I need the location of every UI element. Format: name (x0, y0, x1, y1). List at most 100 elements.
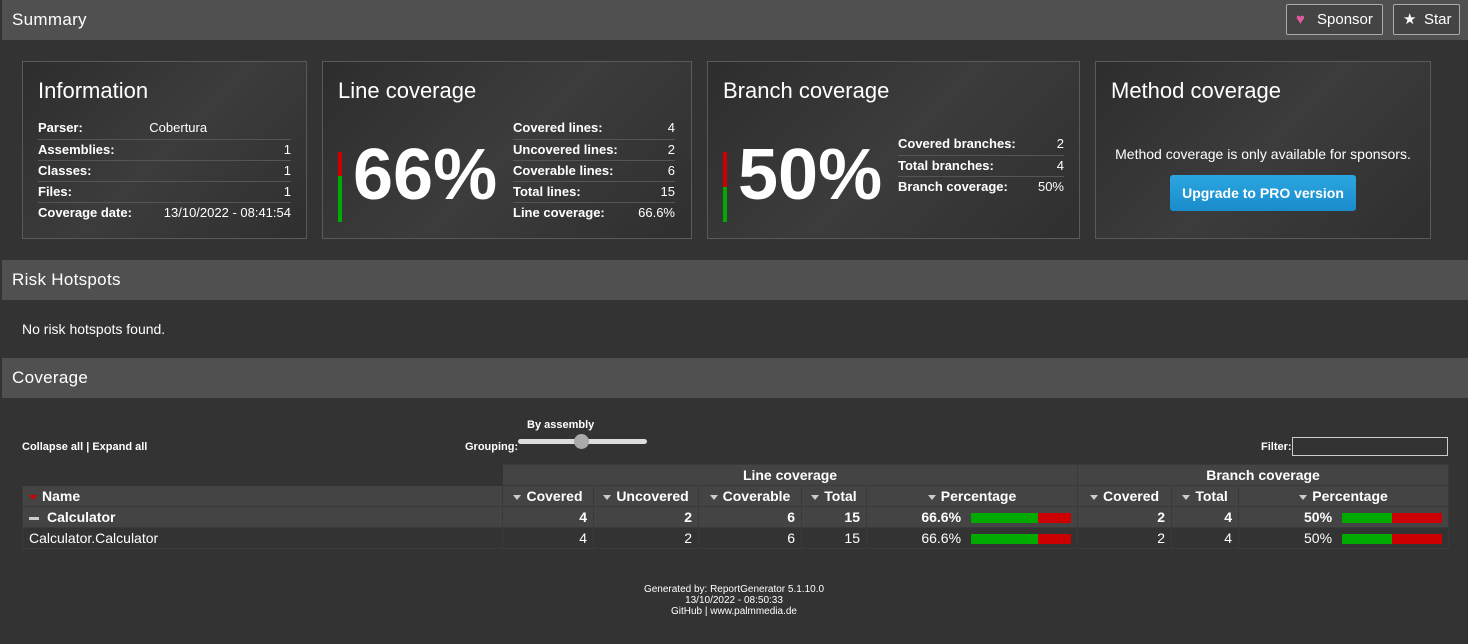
kv-value: 6 (634, 160, 675, 182)
kv-row: Assemblies: 1 (38, 139, 291, 161)
tree-controls: Collapse all | Expand all (22, 441, 147, 453)
column-header[interactable]: Covered (1077, 485, 1173, 507)
column-header[interactable]: Coverable (698, 485, 802, 507)
column-header[interactable]: Covered (502, 485, 594, 507)
kv-label: Parser: (38, 118, 150, 140)
cell: 4 (1171, 527, 1240, 549)
expand-link[interactable]: Expand all (92, 441, 148, 453)
cell: 50% (1238, 506, 1450, 528)
coverage-bar (971, 534, 1072, 545)
filter-input[interactable] (1292, 437, 1448, 456)
risk-text: No risk hotspots found. (22, 321, 166, 337)
kv-row: Coverable lines: 6 (513, 160, 675, 182)
kv-value: 4 (634, 118, 675, 140)
grouping-value: By assembly (527, 419, 595, 431)
kv-row: Branch coverage: 50% (898, 176, 1064, 197)
cell-value: 66.6% (921, 530, 962, 546)
cell: 15 (801, 506, 867, 528)
grouping-slider[interactable] (518, 434, 647, 449)
column-header[interactable]: Total (801, 485, 867, 507)
card-title: Line coverage (338, 78, 477, 103)
coverage-header: Coverage (2, 358, 1468, 398)
collapse-icon[interactable] (29, 516, 39, 520)
cell: 2 (593, 527, 699, 549)
github-link[interactable]: GitHub (670, 606, 703, 617)
kv-row: Covered lines: 4 (513, 118, 675, 140)
section-title: Summary (12, 10, 87, 29)
kv-value: 1 (149, 160, 291, 182)
grouping-label: Grouping: (465, 441, 519, 453)
kv-value: 15 (634, 181, 675, 203)
cell: 66.6% (865, 506, 1079, 528)
star-button[interactable]: ★ Star (1393, 4, 1460, 35)
line-table: Covered lines: 4 Uncovered lines: 2 Coverabl… (513, 118, 675, 223)
line-coverage-card: Line coverage 66% Covered lines: 4 Uncover… (322, 61, 692, 239)
header-label: Total (1195, 488, 1228, 504)
information-card: Information Parser: Cobertura Assemblies: 1… (22, 61, 307, 239)
cell-value: 2 (684, 530, 692, 546)
kv-row: Files: 1 (38, 181, 291, 203)
coverage-table: Line coverage Branch coverage Name Covered U… (22, 464, 1450, 549)
sort-icon (513, 494, 522, 500)
header-label: Percentage (940, 488, 1017, 504)
empty-header (22, 464, 503, 486)
kv-label: Assemblies: (38, 139, 150, 161)
kv-label: Uncovered lines: (513, 139, 635, 161)
section-title: Risk Hotspots (12, 270, 121, 289)
name[interactable]: Calculator.Calculator (29, 530, 159, 546)
separator: | (86, 441, 90, 453)
cell-value: 50% (1304, 509, 1333, 525)
upgrade-button[interactable]: Upgrade to PRO version (1170, 175, 1356, 211)
card-title: Method coverage (1111, 78, 1281, 103)
coverage-gauge (723, 152, 727, 222)
header-label: Percentage (1312, 488, 1388, 504)
kv-value: 2 (634, 139, 675, 161)
column-header[interactable]: Total (1171, 485, 1240, 507)
kv-row: Total lines: 15 (513, 181, 675, 203)
collapse-link[interactable]: Collapse all (22, 441, 84, 453)
header-label: Coverable (722, 488, 791, 504)
header-label: Covered (1103, 488, 1160, 504)
kv-label: Branch coverage: (898, 178, 1008, 194)
column-header[interactable]: Percentage (865, 485, 1079, 507)
cell: Calculator.Calculator (22, 527, 503, 549)
header-label: Name (42, 488, 81, 504)
cell: 4 (502, 506, 594, 528)
kv-label: Total branches: (898, 155, 1036, 177)
kv-value: 50% (1037, 178, 1064, 194)
card-title: Branch coverage (723, 78, 890, 103)
slider-knob[interactable] (574, 434, 589, 449)
kv-value: 66.6% (638, 204, 675, 220)
kv-label: Line coverage: (513, 204, 605, 220)
filter-label: Filter: (1261, 441, 1292, 453)
coverage-gauge (338, 152, 342, 222)
kv-label: Total lines: (513, 181, 635, 203)
group-header: Branch coverage (1077, 464, 1450, 486)
generator: Generated by: ReportGenerator 5.1.10.0 (643, 584, 825, 595)
section-title: Coverage (12, 368, 89, 387)
kv-row: Coverage date: 13/10/2022 - 08:41:54 (38, 202, 291, 223)
generated-date: 13/10/2022 - 08:50:33 (685, 595, 783, 606)
cell: 6 (698, 527, 802, 549)
cell: 50% (1238, 527, 1450, 549)
cell: 66.6% (865, 527, 1079, 549)
column-header[interactable]: Percentage (1238, 485, 1450, 507)
heart-icon: ♥ (1296, 11, 1305, 28)
cell-value: 4 (1224, 509, 1233, 525)
footer: Generated by: ReportGenerator 5.1.10.0 1… (0, 584, 1468, 617)
cell: 6 (698, 506, 802, 528)
kv-value: 1 (149, 181, 291, 203)
class-row: Calculator.Calculator 4 2 6 15 66.6% 2 4 50% (22, 527, 1450, 549)
column-header[interactable]: Uncovered (593, 485, 699, 507)
coverage-percent: 50% (738, 135, 883, 215)
kv-label: Files: (38, 181, 150, 203)
name[interactable]: Calculator (47, 509, 116, 525)
column-header[interactable]: Name (22, 485, 503, 507)
sponsor-button[interactable]: ♥ Sponsor (1286, 4, 1383, 35)
sort-icon (811, 494, 820, 500)
cell-value: 15 (844, 530, 860, 546)
sort-icon (603, 494, 612, 500)
cell: Calculator (22, 506, 503, 528)
website-link[interactable]: www.palmmedia.de (710, 606, 797, 617)
